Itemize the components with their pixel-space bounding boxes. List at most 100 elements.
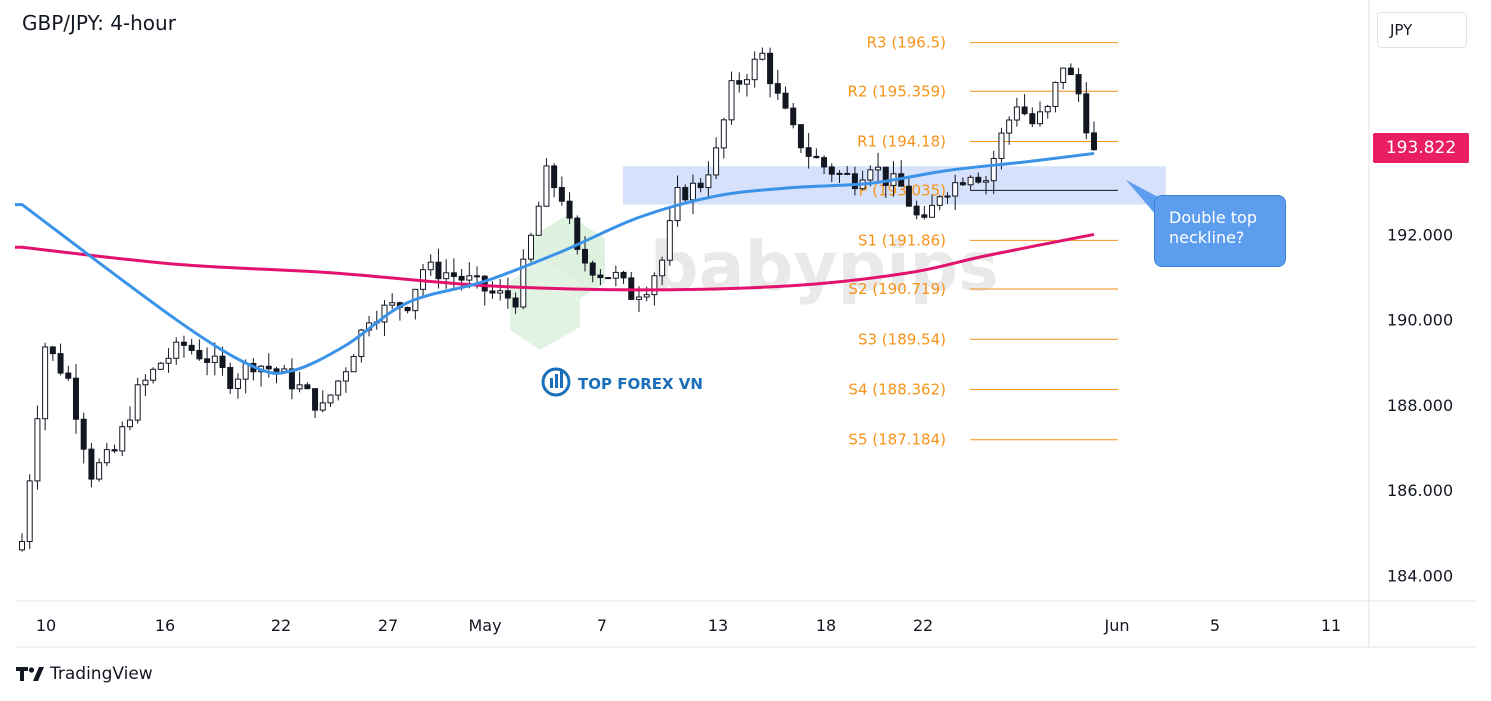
callout-box: Double top neckline? [1154, 195, 1286, 267]
candle-5 [57, 343, 64, 376]
candle-91 [720, 117, 727, 159]
candle-118 [929, 194, 936, 218]
callout-line-2: neckline? [1169, 228, 1245, 247]
x-tick-8: 22 [913, 616, 933, 635]
candle-129 [1013, 97, 1020, 127]
candle-74 [589, 260, 596, 283]
candle-119 [936, 194, 943, 211]
candle-13 [119, 421, 126, 457]
candle-38 [312, 388, 319, 419]
x-tick-5: 7 [597, 616, 607, 635]
candle-67 [535, 201, 542, 236]
candle-69 [551, 163, 558, 198]
x-tick-0: 10 [36, 616, 56, 635]
y-tick-1: 186.000 [1387, 481, 1453, 500]
candle-105 [828, 163, 835, 182]
candle-89 [705, 161, 712, 197]
pivot-levels: R3 (196.5) R2 (195.359) R1 (194.18) P (193.… [848, 34, 1118, 449]
candle-40 [327, 394, 334, 408]
pivot-label-0: R3 (196.5) [867, 34, 946, 52]
x-tick-4: May [468, 616, 501, 635]
candle-106 [836, 170, 843, 183]
candle-86 [682, 184, 689, 202]
candle-78 [620, 270, 627, 284]
candle-94 [743, 73, 750, 97]
candle-9 [88, 442, 95, 488]
current-price-label: 193.822 [1373, 133, 1469, 163]
candle-108 [851, 166, 858, 196]
candle-107 [844, 166, 851, 176]
candle-83 [659, 256, 666, 286]
candle-10 [96, 458, 103, 482]
candle-92 [728, 71, 735, 125]
candle-51 [412, 288, 419, 320]
candle-103 [813, 148, 820, 159]
candle-132 [1037, 101, 1044, 127]
ma-fast-line [15, 151, 1095, 375]
candle-50 [404, 306, 411, 314]
x-tick-9: Jun [1104, 616, 1130, 635]
candle-133 [1044, 104, 1051, 119]
candle-0 [19, 533, 25, 552]
sublogo-bar-icon [550, 378, 553, 388]
candle-117 [921, 205, 928, 220]
candle-41 [335, 380, 342, 401]
candle-111 [875, 152, 882, 183]
candle-101 [797, 123, 804, 153]
candle-3 [42, 342, 49, 431]
time-axis: 10 16 22 27 May 7 13 18 22 Jun 5 11 [36, 616, 1341, 635]
candle-48 [389, 293, 396, 310]
candle-19 [165, 348, 172, 373]
watermark-hex-icon [529, 215, 605, 306]
candle-139 [1091, 121, 1097, 151]
callout-line-1: Double top [1169, 208, 1257, 227]
candle-8 [80, 412, 87, 464]
candle-15 [134, 377, 141, 424]
candle-65 [520, 249, 527, 310]
candle-4 [49, 345, 56, 362]
price-axis: 184.000 186.000 188.000 190.000 192.000 [1387, 225, 1453, 585]
candle-18 [157, 361, 164, 371]
candle-11 [103, 442, 110, 467]
candle-137 [1075, 67, 1082, 103]
sublogo-text: TOP FOREX VN [578, 375, 703, 393]
candle-97 [767, 47, 774, 98]
candle-1 [26, 474, 33, 550]
x-tick-11: 11 [1321, 616, 1341, 635]
watermark-text: babypips [650, 228, 999, 307]
candle-33 [273, 366, 280, 384]
candle-79 [628, 272, 635, 300]
candle-121 [952, 174, 959, 211]
tradingview-logo[interactable]: TradingView [16, 664, 153, 684]
candle-61 [489, 281, 496, 299]
pivot-label-2: R1 (194.18) [857, 133, 946, 151]
candle-130 [1021, 94, 1028, 116]
candle-136 [1067, 63, 1074, 76]
watermark-hex-icon-2 [510, 258, 580, 350]
candle-116 [913, 200, 920, 220]
x-tick-7: 18 [816, 616, 836, 635]
candle-24 [204, 347, 211, 376]
y-tick-4: 192.000 [1387, 225, 1453, 244]
candle-30 [250, 358, 257, 381]
candle-14 [126, 406, 133, 431]
candle-25 [211, 342, 218, 376]
candle-42 [342, 367, 349, 393]
currency-selector[interactable]: JPY [1377, 12, 1467, 48]
candle-62 [497, 279, 504, 301]
candle-99 [782, 86, 789, 110]
candle-77 [612, 265, 619, 287]
x-tick-3: 27 [378, 616, 398, 635]
candle-53 [427, 254, 434, 276]
candle-2 [34, 405, 41, 490]
candle-22 [188, 338, 195, 355]
pivot-label-3: P (193.035) [858, 181, 946, 199]
candle-20 [173, 337, 180, 365]
candle-43 [350, 354, 357, 373]
tradingview-text: TradingView [50, 664, 153, 684]
candle-70 [558, 176, 565, 206]
candle-134 [1052, 81, 1059, 113]
candle-104 [821, 155, 828, 175]
candle-37 [304, 382, 311, 390]
sublogo: TOP FOREX VN [541, 367, 703, 397]
